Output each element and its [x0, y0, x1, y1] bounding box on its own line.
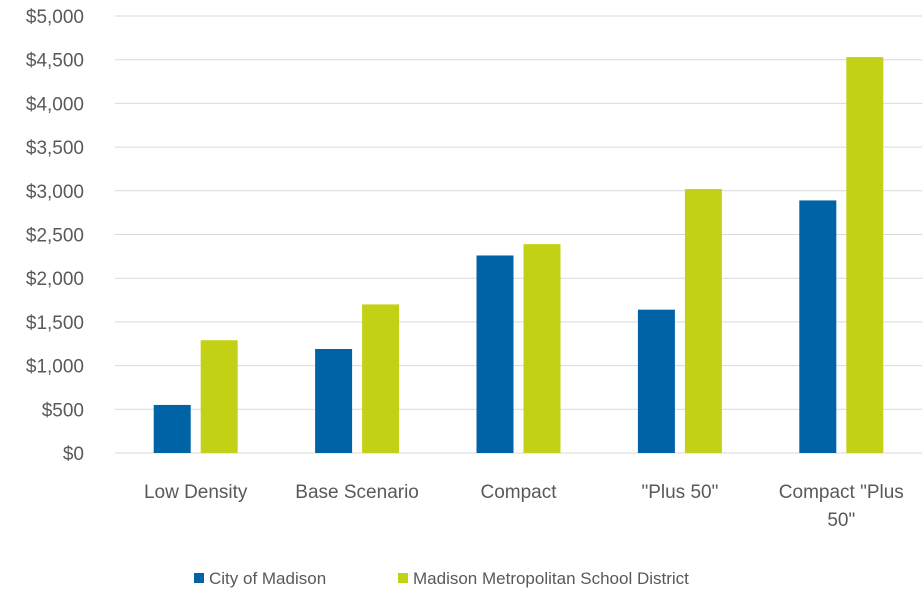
x-category-label: Low Density	[144, 482, 248, 503]
y-tick-label: $2,500	[26, 226, 84, 247]
bar	[200, 340, 238, 453]
gridlines	[115, 15, 922, 454]
x-category-label: Compact "Plus 50"	[779, 482, 904, 531]
y-tick-label: $0	[63, 444, 84, 465]
bars	[153, 57, 884, 453]
bar	[684, 189, 722, 453]
x-category-label: Base Scenario	[295, 482, 419, 503]
legend: City of Madison Madison Metropolitan Scho…	[194, 569, 689, 588]
x-category-label-line: Base Scenario	[295, 482, 419, 503]
y-tick-label: $3,000	[26, 182, 84, 203]
x-category-label-line: Compact	[480, 482, 557, 503]
y-tick-label: $2,000	[26, 269, 84, 290]
y-tick-label: $3,500	[26, 138, 84, 159]
y-tick-label: $1,500	[26, 313, 84, 334]
legend-label: City of Madison	[209, 569, 326, 588]
legend-swatch	[194, 573, 204, 583]
y-tick-label: $1,000	[26, 357, 84, 378]
bar	[362, 304, 400, 453]
legend-label: Madison Metropolitan School District	[413, 569, 689, 588]
bar	[846, 57, 884, 453]
bar	[476, 255, 514, 453]
bar	[153, 404, 191, 453]
bar	[523, 244, 561, 453]
bar	[315, 348, 353, 453]
x-category-label-line: "Plus 50"	[641, 482, 718, 503]
legend-swatch	[398, 573, 408, 583]
bar	[637, 309, 675, 453]
x-category-label: "Plus 50"	[641, 482, 718, 503]
y-tick-label: $5,000	[26, 7, 84, 28]
x-category-label-line: Compact "Plus	[779, 482, 904, 503]
bar	[799, 200, 837, 453]
y-tick-label: $4,000	[26, 94, 84, 115]
x-axis-category-labels: Low Density Base Scenario Compact "Plus 50"…	[144, 482, 904, 531]
x-category-label-line: 50"	[827, 510, 855, 531]
x-category-label-line: Low Density	[144, 482, 248, 503]
y-tick-label: $500	[42, 400, 84, 421]
y-axis-tick-labels: $0 $500 $1,000 $1,500 $2,000 $2,500 $3,000 $3,5…	[26, 7, 84, 465]
x-category-label: Compact	[480, 482, 557, 503]
y-tick-label: $4,500	[26, 51, 84, 72]
